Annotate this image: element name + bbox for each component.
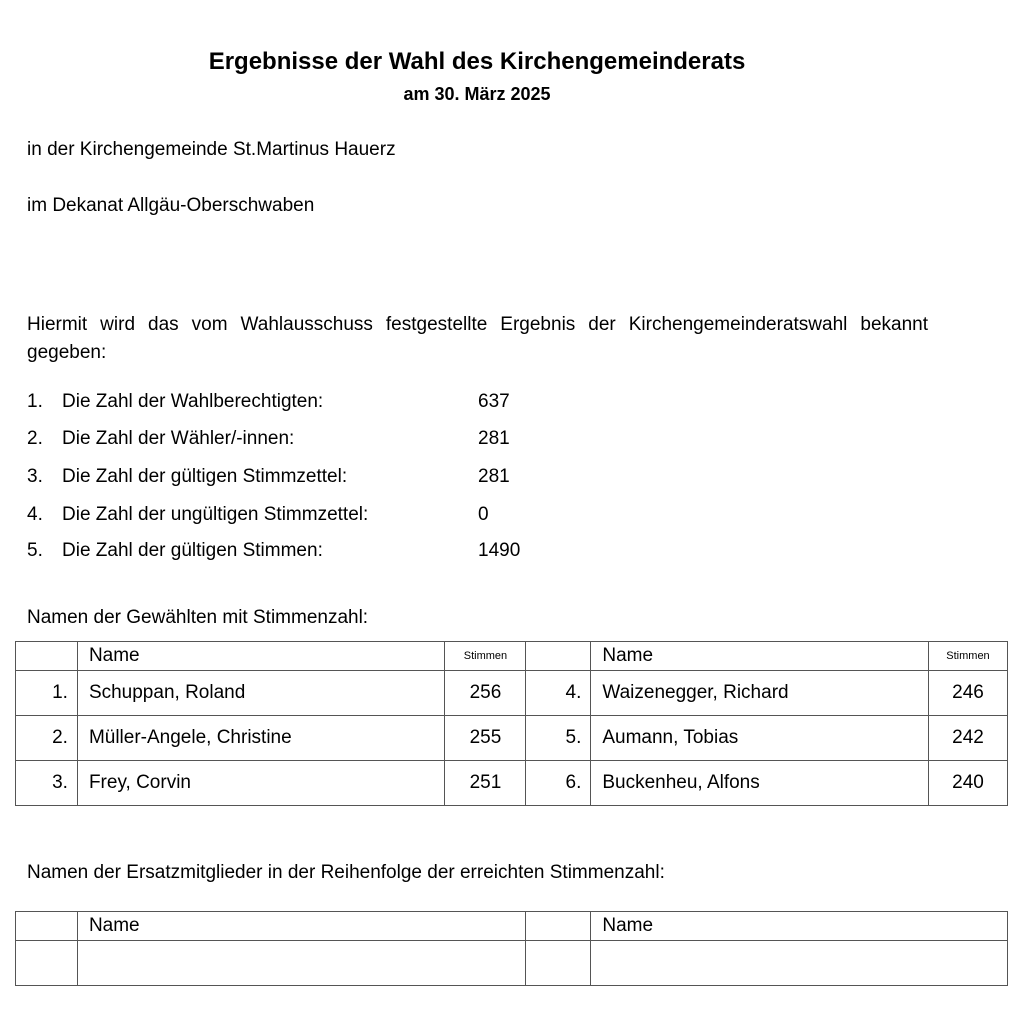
table-row-empty — [15, 940, 1008, 986]
header-name: Name — [76, 911, 527, 941]
table-header-row: Name Stimmen Name Stimmen — [15, 641, 1009, 671]
candidate-name: Aumann, Tobias — [590, 715, 929, 761]
header-name: Name — [76, 641, 446, 671]
document-title: Ergebnisse der Wahl des Kirchengemeinder… — [208, 48, 746, 75]
substitutes-heading: Namen der Ersatzmitglieder in der Reihen… — [27, 862, 665, 883]
empty-cell — [76, 940, 527, 986]
stat-num: 2. — [27, 428, 43, 449]
candidate-name: Waizenegger, Richard — [590, 670, 929, 716]
stat-num: 1. — [27, 391, 43, 412]
stat-num: 3. — [27, 466, 43, 487]
stat-value: 281 — [478, 466, 510, 487]
stat-label: Die Zahl der Wähler/-innen: — [62, 428, 295, 449]
intro-paragraph: Hiermit wird das vom Wahlausschuss festg… — [27, 314, 928, 363]
candidate-name: Müller-Angele, Christine — [76, 715, 446, 761]
stat-num: 4. — [27, 504, 43, 525]
stat-label: Die Zahl der ungültigen Stimmzettel: — [62, 504, 369, 525]
empty-cell — [15, 940, 78, 986]
stat-label: Die Zahl der gültigen Stimmen: — [62, 540, 323, 561]
stat-label: Die Zahl der Wahlberechtigten: — [62, 391, 324, 412]
rank: 3. — [15, 760, 78, 806]
table-header-row: Name Name — [15, 911, 1008, 941]
vote-count: 242 — [927, 715, 1009, 761]
table-row: 2. Müller-Angele, Christine 255 5. Auman… — [15, 715, 1009, 761]
header-name: Name — [590, 911, 1008, 941]
rank: 6. — [525, 760, 592, 806]
header-num-cell — [525, 911, 592, 941]
candidate-name: Schuppan, Roland — [76, 670, 446, 716]
candidate-name: Buckenheu, Alfons — [590, 760, 929, 806]
stat-value: 1490 — [478, 540, 521, 561]
header-num-cell — [15, 911, 78, 941]
stat-value: 281 — [478, 428, 510, 449]
header-name: Name — [590, 641, 929, 671]
rank: 5. — [525, 715, 592, 761]
vote-count: 246 — [927, 670, 1009, 716]
rank: 2. — [15, 715, 78, 761]
stat-value: 637 — [478, 391, 510, 412]
parish-line: in der Kirchengemeinde St.Martinus Hauer… — [27, 139, 396, 160]
table-row: 3. Frey, Corvin 251 6. Buckenheu, Alfons… — [15, 760, 1009, 806]
deanery-line: im Dekanat Allgäu-Oberschwaben — [27, 195, 315, 216]
vote-count: 256 — [444, 670, 527, 716]
header-num-cell — [15, 641, 78, 671]
rank: 4. — [525, 670, 592, 716]
header-votes: Stimmen — [927, 641, 1009, 671]
empty-cell — [590, 940, 1008, 986]
stat-value: 0 — [478, 504, 489, 525]
elected-heading: Namen der Gewählten mit Stimmenzahl: — [27, 607, 369, 628]
vote-count: 240 — [927, 760, 1009, 806]
header-votes: Stimmen — [444, 641, 527, 671]
header-num-cell — [525, 641, 592, 671]
stat-num: 5. — [27, 540, 43, 561]
document-subtitle: am 30. März 2025 — [403, 84, 551, 104]
substitutes-table: Name Name — [15, 911, 1008, 986]
vote-count: 251 — [444, 760, 527, 806]
table-row: 1. Schuppan, Roland 256 4. Waizenegger, … — [15, 670, 1009, 716]
empty-cell — [525, 940, 592, 986]
stat-label: Die Zahl der gültigen Stimmzettel: — [62, 466, 348, 487]
candidate-name: Frey, Corvin — [76, 760, 446, 806]
rank: 1. — [15, 670, 78, 716]
vote-count: 255 — [444, 715, 527, 761]
elected-table: Name Stimmen Name Stimmen 1. Schuppan, R… — [15, 641, 1009, 806]
